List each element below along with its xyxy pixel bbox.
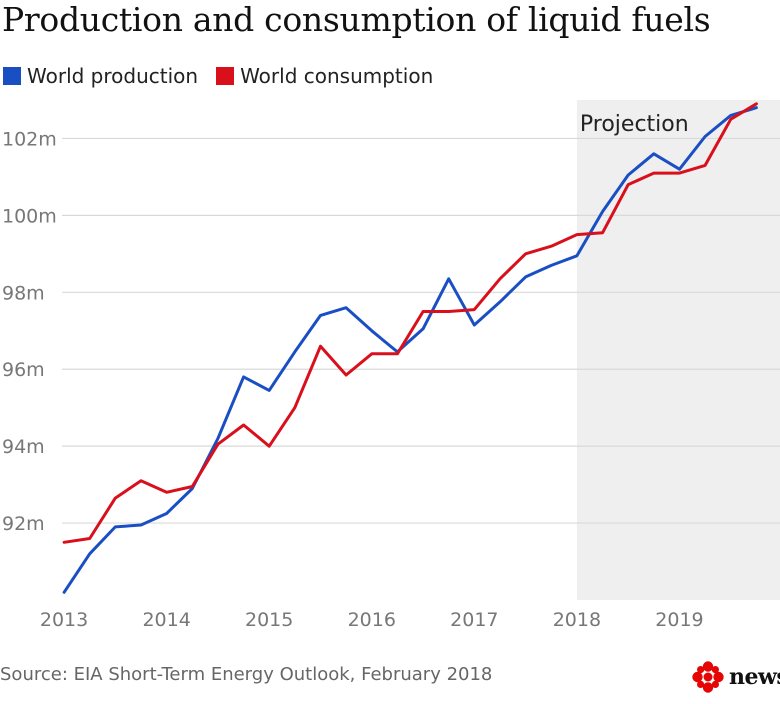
logo-wordmark: news xyxy=(729,664,780,690)
line-chart: 92m 94m 96m 98m 100m 102m 2013 2014 2015 2016 2017… xyxy=(2,100,780,631)
legend-label-consumption: World consumption xyxy=(240,64,434,88)
x-tick-label: 2018 xyxy=(553,609,601,631)
chart-title: Production and consumption of liquid fue… xyxy=(2,0,711,39)
y-tick-label: 98m xyxy=(2,282,45,304)
series-line-production xyxy=(62,106,758,594)
series-line-consumption xyxy=(62,102,758,544)
x-tick-label: 2015 xyxy=(245,609,293,631)
y-tick-label: 100m xyxy=(2,205,57,227)
y-tick-label: 96m xyxy=(2,359,45,381)
legend: World production World consumption xyxy=(3,62,451,90)
x-tick-label: 2019 xyxy=(655,609,703,631)
legend-item-consumption: World consumption xyxy=(216,64,433,88)
y-tick-label: 102m xyxy=(2,128,57,150)
legend-swatch-consumption xyxy=(216,67,235,85)
cbc-news-logo: news xyxy=(690,659,780,695)
source-note: Source: EIA Short-Term Energy Outlook, F… xyxy=(0,664,493,685)
x-tick-label: 2013 xyxy=(40,609,88,631)
x-tick-label: 2014 xyxy=(142,609,190,631)
legend-label-production: World production xyxy=(27,64,199,88)
x-tick-label: 2017 xyxy=(450,609,498,631)
projection-region xyxy=(576,100,780,600)
y-tick-label: 94m xyxy=(2,436,45,458)
legend-item-production: World production xyxy=(3,64,198,88)
y-tick-label: 92m xyxy=(2,513,45,535)
x-tick-label: 2016 xyxy=(348,609,396,631)
projection-label: Projection xyxy=(580,112,689,137)
legend-swatch-production xyxy=(3,67,21,85)
cbc-gem-icon xyxy=(692,661,724,693)
